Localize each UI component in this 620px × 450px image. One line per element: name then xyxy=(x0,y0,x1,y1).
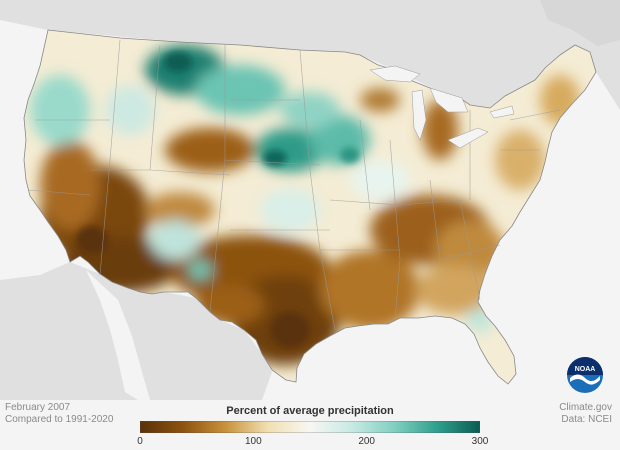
map-credits: Climate.gov Data: NCEI xyxy=(559,402,612,426)
legend-tick: 300 xyxy=(471,436,489,447)
precipitation-map xyxy=(0,0,620,400)
legend-tick: 100 xyxy=(244,436,262,447)
legend-title: Percent of average precipitation xyxy=(226,405,394,417)
credit-data: Data: NCEI xyxy=(561,414,612,425)
map-baseline: Compared to 1991-2020 xyxy=(5,414,114,425)
noaa-logo-text: NOAA xyxy=(575,366,596,373)
legend-tick: 200 xyxy=(358,436,375,447)
legend-tick: 0 xyxy=(137,436,143,447)
credit-site: Climate.gov xyxy=(559,402,612,413)
surrounding-land xyxy=(0,0,620,400)
legend-color-bar xyxy=(140,421,480,433)
state-borders xyxy=(27,39,561,331)
map-caption: February 2007 Compared to 1991-2020 xyxy=(5,402,113,426)
us-outline xyxy=(23,29,597,385)
great-lakes xyxy=(369,65,515,149)
map-period: February 2007 xyxy=(5,402,71,413)
noaa-logo: NOAA xyxy=(567,357,603,393)
